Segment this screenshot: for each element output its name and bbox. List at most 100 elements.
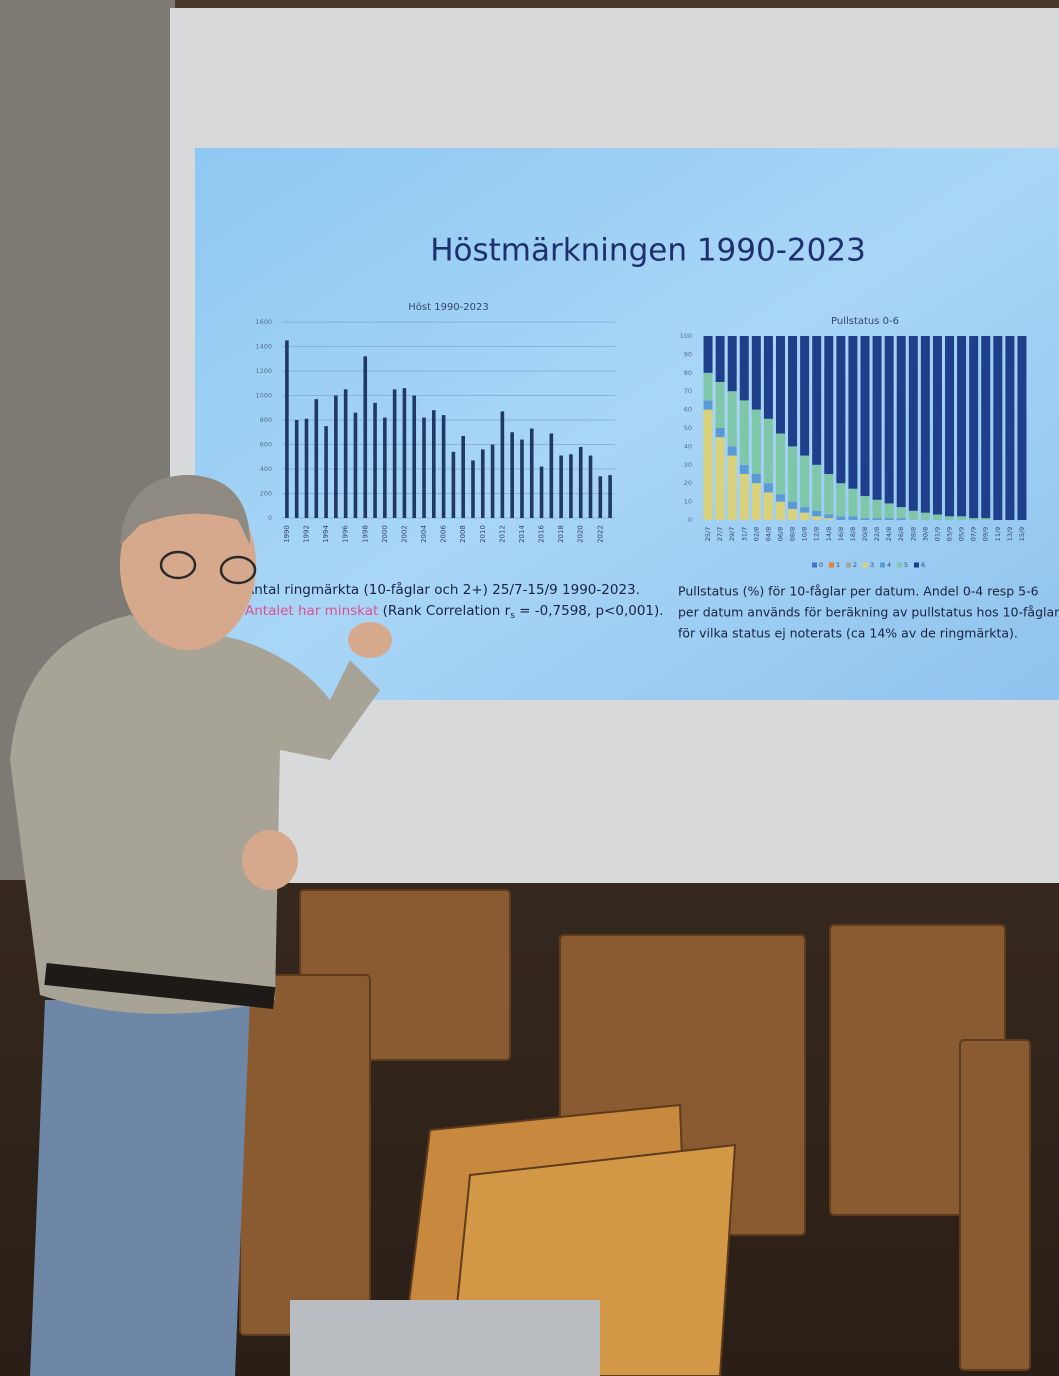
bar-segment [848,336,858,489]
x-tick-label: 2004 [420,525,428,543]
bar-segment [775,336,785,434]
caption-line: Antalet har minskat (Rank Correlation rs… [245,603,664,621]
bar-segment [763,418,773,484]
y-tick-label: 90 [684,350,692,358]
bar [373,402,377,518]
bar [343,389,348,518]
bar [432,410,436,518]
bar-segment [812,336,822,465]
x-tick-label: 1992 [302,525,310,543]
caption-right: Pullstatus (%) för 10-fåglar per datum. … [678,584,1059,641]
x-tick-label: 12/8 [813,527,821,542]
x-tick-label: 2006 [440,525,448,543]
bar [353,412,358,518]
bar-segment [848,488,858,517]
bar-segment [957,336,967,517]
x-tick-label: 2022 [596,525,604,543]
bar [569,454,573,518]
bar [412,395,417,518]
bar-segment [896,336,906,508]
bar-segment [739,464,749,474]
bar [588,455,593,518]
bar-segment [703,372,713,401]
legend-swatch [812,562,817,568]
caption-line: per datum används för beräkning av pulls… [678,605,1059,620]
y-tick-label: 100 [680,332,692,340]
bar [314,399,319,518]
chart-title: Pullstatus 0-6 [831,316,899,327]
caption-subscript: s [510,611,515,621]
bar-segment [763,492,773,520]
bar-segment [715,428,725,438]
caption-left: Antal ringmärkta (10-fåglar och 2+) 25/7… [245,581,664,621]
bar [500,411,505,518]
y-tick-label: 200 [260,490,272,498]
bar-segment [908,336,918,511]
bar-segment [727,391,737,447]
bar [608,475,612,518]
x-tick-label: 11/9 [994,527,1002,542]
bar-segment [884,518,894,520]
bar-segment [739,336,749,401]
x-tick-label: 10/8 [801,527,809,542]
legend-label: 6 [921,561,925,569]
bar-segment [993,336,1003,520]
bar-segment [932,336,942,515]
x-tick-label: 31/7 [740,527,748,542]
legend-label: 5 [904,561,908,569]
bar-segment [884,336,894,504]
caption-text: (Rank Correlation r [378,603,510,619]
x-tick-label: 2010 [479,525,487,543]
bar-segment [872,518,882,520]
legend-swatch [897,562,902,568]
bar-segment [872,499,882,519]
bar [539,466,544,518]
legend-label: 4 [887,561,891,569]
legend-label: 3 [870,561,874,569]
shirt [10,615,380,1014]
bar [451,451,456,518]
bar-segment [715,336,725,382]
bar [324,426,328,518]
bar [490,444,495,518]
bar-segment [836,483,846,517]
x-tick-label: 09/9 [982,527,990,542]
bar-segment [872,336,882,500]
bar-segment [800,512,810,520]
bar [334,395,338,518]
chart-title: Höst 1990-2023 [408,302,488,313]
charts: Höst 1990-202302004006008001000120014001… [255,302,1027,569]
bar-segment [945,336,955,517]
x-tick-label: 26/8 [897,527,905,542]
y-tick-label: 1400 [255,343,272,351]
bar-segment [715,437,725,520]
bar [549,433,554,518]
jeans [30,1000,250,1376]
bar-segment [836,516,846,520]
bar-segment [848,516,858,520]
legend-label: 1 [836,561,840,569]
hair-overlap [120,475,250,545]
laptop [290,1300,600,1376]
y-tick-label: 1000 [255,392,272,400]
x-tick-label: 13/9 [1006,527,1014,542]
bar [294,420,299,518]
bar [471,460,475,518]
bar-segment [1017,336,1027,520]
bar [441,415,446,518]
bar [392,389,397,518]
x-tick-label: 2018 [557,525,565,543]
bar-segment [824,474,834,515]
x-tick-label: 29/7 [728,527,736,542]
caption-line: Antal ringmärkta (10-fåglar och 2+) 25/7… [245,581,640,598]
bar-segment [957,516,967,520]
x-tick-label: 2000 [381,525,389,543]
legend-label: 0 [819,561,823,569]
bar-segment [824,518,834,520]
bar [402,388,407,518]
x-tick-label: 2016 [538,525,546,543]
bar [598,476,603,518]
bar-segment [812,516,822,520]
